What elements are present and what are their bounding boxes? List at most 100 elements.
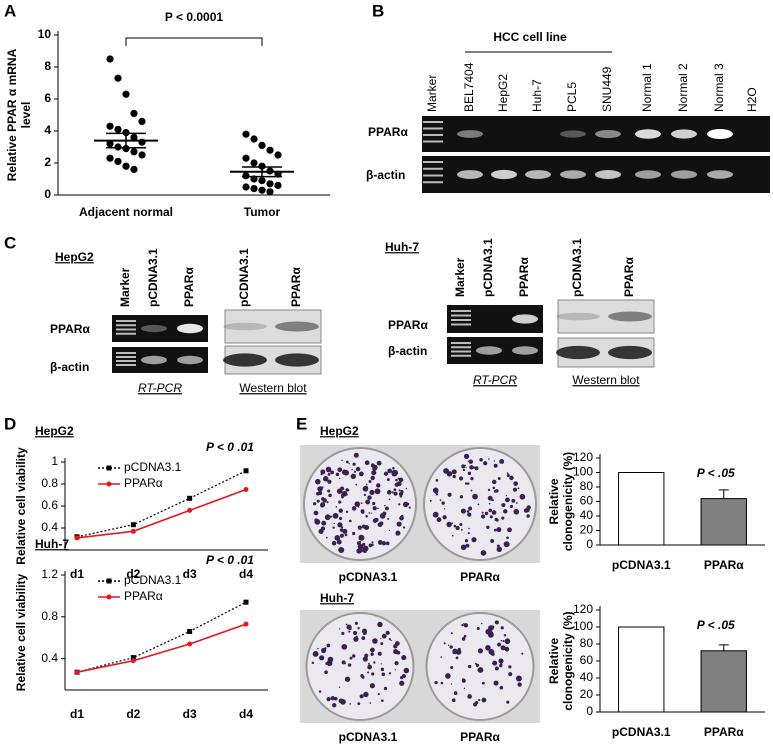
data-point bbox=[187, 507, 193, 513]
colony bbox=[490, 498, 493, 501]
colony bbox=[345, 623, 348, 626]
colony bbox=[462, 678, 465, 682]
colony bbox=[477, 648, 483, 654]
gel-band bbox=[707, 170, 733, 179]
colony bbox=[501, 516, 505, 520]
lane-label: Marker bbox=[425, 75, 439, 112]
gel-band bbox=[635, 129, 661, 139]
data-point bbox=[274, 151, 282, 159]
colony bbox=[345, 460, 349, 464]
y-tick-label: 2 bbox=[44, 155, 51, 169]
significance-bracket bbox=[125, 37, 263, 46]
colony bbox=[499, 663, 503, 668]
gel-band bbox=[560, 130, 586, 138]
colony bbox=[321, 497, 325, 501]
annotation: P < 0 .01 bbox=[206, 440, 254, 454]
colony bbox=[353, 470, 357, 473]
lane-label: Normal 2 bbox=[676, 63, 690, 112]
y-axis-label: clonogenicity (%) bbox=[561, 452, 575, 551]
colony bbox=[398, 477, 404, 483]
colony bbox=[459, 495, 464, 499]
colony bbox=[479, 457, 483, 462]
colony bbox=[401, 654, 407, 661]
colony bbox=[385, 630, 390, 635]
colony bbox=[381, 633, 387, 639]
colony bbox=[341, 643, 348, 650]
ladder-band bbox=[116, 360, 136, 362]
data-point bbox=[130, 658, 136, 664]
y-tick-label: 80 bbox=[580, 636, 594, 650]
colony bbox=[358, 471, 364, 477]
colony bbox=[493, 460, 496, 462]
annotation: P < .05 bbox=[697, 618, 735, 632]
row-label: β-actin bbox=[50, 360, 89, 374]
data-point bbox=[187, 628, 193, 634]
gel-band bbox=[707, 129, 733, 139]
data-point bbox=[106, 140, 114, 148]
data-point bbox=[242, 154, 250, 162]
colony bbox=[505, 497, 510, 503]
colony bbox=[377, 621, 383, 628]
ladder-band bbox=[451, 319, 471, 321]
ladder-band bbox=[423, 181, 443, 184]
panel-letter: A bbox=[4, 1, 16, 20]
row-label: β-actin bbox=[366, 168, 405, 182]
colony bbox=[327, 489, 331, 493]
colony bbox=[363, 493, 367, 497]
y-tick-label: 60 bbox=[580, 653, 594, 667]
colony bbox=[453, 691, 458, 695]
data-point bbox=[138, 117, 146, 125]
colony bbox=[368, 480, 372, 484]
colony bbox=[478, 698, 481, 702]
colony bbox=[352, 630, 358, 636]
plate-label: PPARα bbox=[460, 730, 500, 744]
colony bbox=[496, 527, 502, 533]
colony bbox=[369, 683, 375, 689]
colony bbox=[465, 466, 467, 469]
caption: Western blot bbox=[572, 373, 640, 387]
ladder-band bbox=[451, 346, 471, 349]
colony bbox=[336, 539, 342, 545]
y-tick-label: 40 bbox=[580, 670, 594, 684]
colony bbox=[327, 660, 330, 662]
colony bbox=[472, 702, 478, 707]
colony bbox=[521, 652, 524, 655]
colony bbox=[377, 651, 382, 656]
gel-band bbox=[560, 170, 586, 179]
colony bbox=[526, 514, 530, 518]
data-point bbox=[242, 172, 250, 180]
lane-label: pCDNA3.1 bbox=[237, 248, 251, 307]
colony bbox=[519, 493, 526, 500]
colony bbox=[451, 469, 457, 475]
colony bbox=[339, 533, 344, 538]
colony bbox=[320, 486, 324, 489]
colony bbox=[375, 483, 381, 488]
y-tick-label: 20 bbox=[580, 687, 594, 701]
colony bbox=[468, 506, 473, 511]
x-tick-label: PPARα bbox=[704, 725, 744, 739]
colony bbox=[500, 640, 503, 642]
y-tick-label: 10 bbox=[38, 27, 52, 41]
colony bbox=[450, 665, 454, 670]
colony bbox=[341, 526, 344, 529]
gel-band bbox=[177, 355, 203, 365]
colony bbox=[317, 647, 319, 650]
colony bbox=[380, 667, 385, 672]
data-point bbox=[243, 599, 249, 605]
panel-title: Huh-7 bbox=[385, 240, 419, 254]
colony bbox=[353, 452, 359, 458]
colony bbox=[371, 470, 377, 476]
colony bbox=[491, 510, 497, 515]
row-label: PPARα bbox=[388, 318, 428, 332]
data-point bbox=[130, 522, 136, 528]
colony bbox=[314, 518, 319, 523]
colony bbox=[462, 468, 466, 472]
plate bbox=[423, 447, 537, 561]
colony bbox=[344, 676, 351, 682]
y-tick-label: 0 bbox=[44, 187, 51, 201]
colony bbox=[311, 661, 315, 665]
colony bbox=[357, 702, 361, 706]
colony bbox=[324, 514, 331, 521]
colony bbox=[337, 522, 343, 528]
gel-band bbox=[177, 323, 203, 334]
